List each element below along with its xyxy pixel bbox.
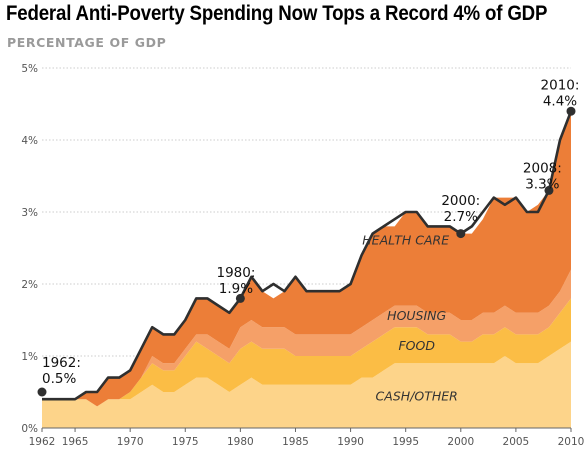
callout-label: 2000: 2.7%: [441, 193, 480, 225]
x-tick-label: 2010: [558, 436, 585, 448]
callout-line: 1980:: [217, 265, 256, 281]
callout-line: 1.9%: [219, 281, 253, 297]
callout-point: [37, 387, 47, 397]
y-axis-unit-label: PERCENTAGE OF GDP: [7, 35, 167, 50]
y-tick-label: 0%: [21, 423, 38, 435]
x-tick-label: 1965: [62, 436, 89, 448]
x-tick-label: 1980: [227, 436, 254, 448]
x-tick-label: 2000: [447, 436, 474, 448]
area-health-care: [42, 111, 571, 407]
series-label: HOUSING: [387, 308, 446, 323]
x-tick-label: 2005: [503, 436, 530, 448]
x-tick-label: 1995: [392, 436, 419, 448]
callout-label: 1962: 0.5%: [42, 355, 81, 387]
y-tick-label: 3%: [21, 207, 38, 219]
callout-line: 2010:: [541, 78, 580, 94]
y-tick-label: 5%: [21, 63, 38, 75]
callout-line: 4.4%: [543, 94, 577, 110]
x-tick-label: 1962: [29, 436, 56, 448]
area-housing: [42, 269, 571, 407]
x-tick-label: 1985: [282, 436, 309, 448]
callout-point: [456, 229, 466, 239]
callout-point: [235, 293, 245, 303]
callout-point: [566, 106, 576, 116]
callout-line: 0.5%: [42, 371, 76, 387]
chart-title: Federal Anti-Poverty Spending Now Tops a…: [6, 2, 548, 25]
series-label: HEALTH CARE: [362, 232, 449, 247]
y-tick-label: 2%: [21, 279, 38, 291]
series-label: CASH/OTHER: [376, 389, 458, 404]
total-line: [42, 110, 573, 401]
x-tick-label: 1975: [172, 436, 199, 448]
callout-label: 2008: 3.3%: [523, 160, 562, 192]
area-food: [42, 298, 571, 407]
x-tick-label: 1990: [337, 436, 364, 448]
callout-line: 1962:: [42, 355, 81, 371]
callout-line: 2000:: [441, 193, 480, 209]
callout-label: 2010: 4.4%: [541, 78, 580, 110]
x-tick-label: 1970: [117, 436, 144, 448]
callout-line: 2.7%: [444, 209, 478, 225]
callout-label: 1980: 1.9%: [217, 265, 256, 297]
callout-line: 2008:: [523, 160, 562, 176]
y-tick-label: 1%: [21, 351, 38, 363]
series-label: FOOD: [398, 338, 435, 353]
y-tick-label: 4%: [21, 135, 38, 147]
callout-point: [544, 185, 554, 195]
callout-line: 3.3%: [525, 176, 559, 192]
